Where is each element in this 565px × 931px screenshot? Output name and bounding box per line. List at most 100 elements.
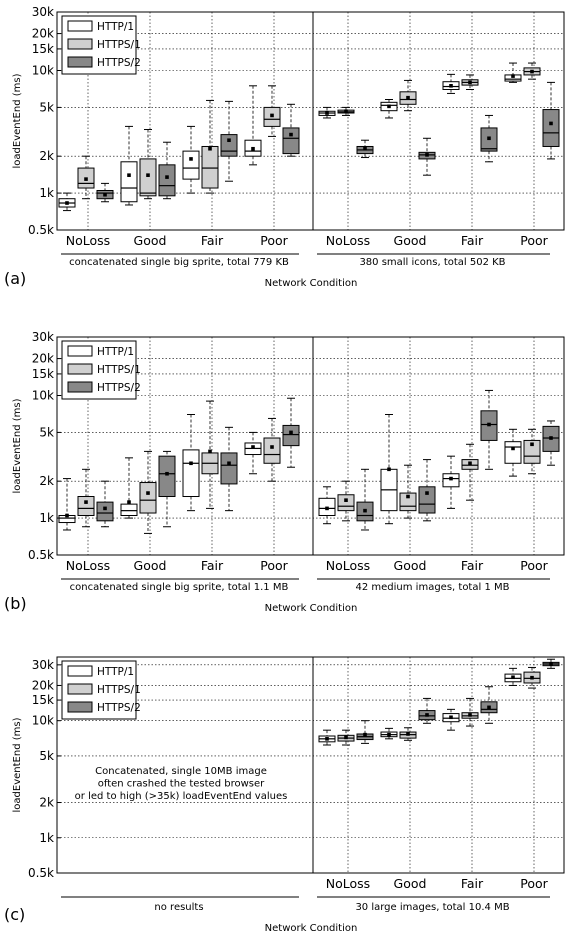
mean-marker xyxy=(530,69,534,74)
box-HTTPS2-Fair xyxy=(220,426,238,512)
legend-swatch xyxy=(67,381,93,393)
mean-marker xyxy=(511,446,515,451)
box-HTTP1-Fair xyxy=(442,73,460,94)
box-iqr xyxy=(418,486,436,514)
box-HTTPS2-Poor xyxy=(542,420,560,466)
box-HTTPS2-Poor xyxy=(282,103,300,157)
y-tick-label: 2k xyxy=(39,474,54,488)
y-tick-label: 30k xyxy=(32,330,54,344)
box-HTTPS1-NoLoss xyxy=(337,729,355,746)
mean-marker xyxy=(65,513,69,518)
mean-marker xyxy=(425,153,429,157)
y-tick-label: 5k xyxy=(39,749,54,763)
legend-label: HTTP/1 xyxy=(97,666,134,678)
box-iqr xyxy=(96,501,114,522)
mean-marker xyxy=(344,735,348,740)
y-tick-label: 15k xyxy=(32,693,54,707)
category-label: Fair xyxy=(201,558,224,573)
category-label: Fair xyxy=(461,558,484,573)
y-tick-label: 1k xyxy=(39,511,54,525)
no-results-note: Concatenated, single 10MB image xyxy=(95,766,267,777)
category-label: Fair xyxy=(461,876,484,891)
y-tick-label: 10k xyxy=(32,714,54,728)
legend-label: HTTPS/1 xyxy=(97,684,141,696)
box-HTTP1-Good xyxy=(380,727,398,740)
y-tick-label: 10k xyxy=(32,63,54,77)
box-HTTPS1-Fair xyxy=(461,443,479,501)
box-HTTP1-NoLoss xyxy=(318,106,336,119)
y-tick-label: 5k xyxy=(39,100,54,114)
panel-label: (b) xyxy=(4,594,27,613)
category-label: NoLoss xyxy=(66,558,110,573)
box-HTTPS1-Fair xyxy=(201,400,219,509)
box-HTTPS2-Poor xyxy=(282,397,300,468)
category-label: Fair xyxy=(201,233,224,248)
box-HTTPS2-NoLoss xyxy=(356,720,374,744)
box-HTTPS2-Fair xyxy=(480,389,498,470)
category-label: Good xyxy=(394,558,427,573)
mean-marker xyxy=(227,138,231,143)
legend: HTTP/1 HTTPS/1 HTTPS/2 xyxy=(61,15,141,75)
mean-marker xyxy=(251,445,255,449)
box-HTTPS1-NoLoss xyxy=(77,155,95,200)
box-HTTPS1-Fair xyxy=(461,697,479,727)
mean-marker xyxy=(511,74,515,78)
mean-marker xyxy=(84,177,88,181)
box-iqr xyxy=(139,158,157,197)
legend-label: HTTPS/1 xyxy=(97,39,141,51)
mean-marker xyxy=(487,422,491,427)
group-0: concatenated single big sprite, total 77… xyxy=(58,12,300,268)
box-HTTPS2-NoLoss xyxy=(96,480,114,528)
box-HTTPS2-Poor xyxy=(542,658,560,669)
mean-marker xyxy=(325,737,329,741)
group-subtitle: concatenated single big sprite, total 1.… xyxy=(70,582,289,593)
group-subtitle: no results xyxy=(154,902,203,913)
legend-label: HTTPS/2 xyxy=(97,382,141,394)
box-iqr xyxy=(282,127,300,155)
legend-swatch xyxy=(67,701,93,713)
mean-marker xyxy=(127,173,131,177)
group-1: 42 medium images, total 1 MB NoLoss Good Fa… xyxy=(317,337,560,593)
y-axis-label: loadEventEnd (ms) xyxy=(12,73,23,168)
legend-swatch xyxy=(67,38,93,50)
box-iqr xyxy=(120,161,138,203)
box-HTTPS2-NoLoss xyxy=(356,468,374,531)
box-HTTP1-Good xyxy=(380,98,398,119)
box-HTTP1-Poor xyxy=(504,667,522,686)
box-HTTP1-NoLoss xyxy=(318,729,336,746)
group-subtitle: 30 large images, total 10.4 MB xyxy=(355,902,509,913)
y-tick-label: 1k xyxy=(39,831,54,845)
group-1: 30 large images, total 10.4 MB NoLoss Good… xyxy=(317,657,560,913)
legend-label: HTTP/1 xyxy=(97,21,134,33)
mean-marker xyxy=(530,442,534,447)
category-label: Poor xyxy=(520,558,548,573)
box-iqr xyxy=(337,494,355,512)
mean-marker xyxy=(487,705,491,710)
legend-label: HTTPS/2 xyxy=(97,702,141,714)
mean-marker xyxy=(406,494,410,499)
y-axis-label: loadEventEnd (ms) xyxy=(12,717,23,812)
mean-marker xyxy=(549,121,553,126)
legend-label: HTTPS/2 xyxy=(97,57,141,69)
mean-marker xyxy=(127,500,131,504)
box-HTTPS1-NoLoss xyxy=(337,106,355,116)
box-HTTPS1-Poor xyxy=(523,428,541,475)
box-HTTPS1-Good xyxy=(399,727,417,741)
box-HTTP1-Good xyxy=(120,125,138,206)
legend-label: HTTPS/1 xyxy=(97,364,141,376)
no-results-note: often crashed the tested browser xyxy=(98,779,265,790)
mean-marker xyxy=(425,491,429,495)
y-tick-label: 0.5k xyxy=(28,548,54,562)
box-HTTPS1-NoLoss xyxy=(77,468,95,528)
mean-marker xyxy=(468,713,472,717)
mean-marker xyxy=(530,675,534,680)
mean-marker xyxy=(103,506,107,511)
mean-marker xyxy=(344,109,348,114)
legend-swatch xyxy=(67,665,93,677)
mean-marker xyxy=(165,175,169,179)
mean-marker xyxy=(270,445,274,449)
legend-swatch xyxy=(67,683,93,695)
mean-marker xyxy=(189,157,193,161)
